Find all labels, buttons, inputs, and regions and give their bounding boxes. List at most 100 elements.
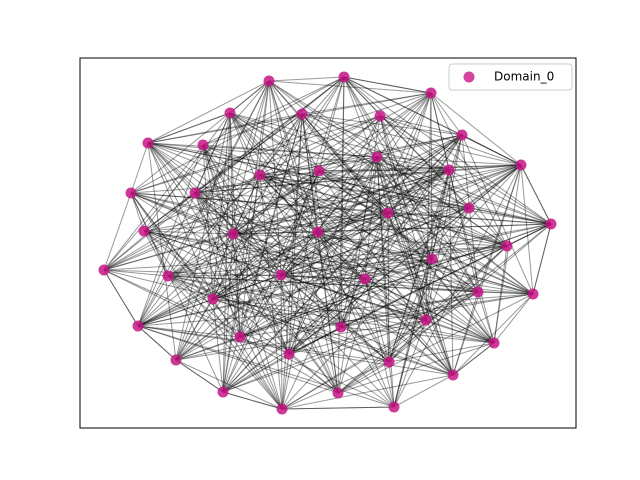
edge (167, 275, 241, 338)
edge (175, 298, 214, 361)
edge (232, 170, 320, 235)
edge (461, 134, 534, 295)
edge (194, 192, 283, 410)
edge (317, 231, 390, 363)
edge (143, 230, 395, 408)
edge (147, 142, 282, 276)
edge (137, 169, 450, 327)
edge (232, 233, 290, 355)
edge (147, 92, 432, 144)
edge (103, 269, 342, 328)
edge (194, 169, 450, 194)
edge (281, 406, 395, 410)
edge (194, 192, 495, 344)
edge (393, 164, 522, 408)
node (426, 253, 438, 265)
edge (147, 142, 433, 260)
edge (430, 92, 450, 171)
edge (281, 374, 454, 410)
edge (452, 164, 522, 376)
edge (280, 134, 463, 276)
edge (318, 169, 450, 172)
edge (222, 134, 463, 393)
edge (232, 76, 345, 235)
node (527, 288, 539, 300)
edge (425, 258, 433, 321)
edge (259, 174, 389, 214)
edge (520, 164, 534, 295)
edge (425, 207, 470, 321)
edge (343, 76, 479, 293)
edge (280, 274, 390, 363)
edge (280, 156, 378, 276)
edge (239, 293, 534, 338)
edge (137, 80, 270, 327)
edge (280, 274, 427, 321)
edge (301, 113, 534, 295)
edge (229, 112, 389, 214)
edge (340, 223, 552, 328)
edge (229, 112, 234, 235)
edge (194, 192, 534, 295)
edge (239, 169, 450, 338)
node (443, 164, 455, 176)
edge (301, 113, 389, 214)
edge (194, 192, 508, 247)
edge (379, 115, 450, 171)
edge (232, 92, 432, 235)
edge (222, 353, 290, 393)
edge (280, 92, 432, 276)
edge (175, 174, 261, 361)
edge (448, 169, 552, 225)
edge (268, 80, 339, 394)
edge (222, 174, 261, 393)
edge (340, 326, 495, 344)
edge (337, 115, 381, 394)
edge (388, 245, 508, 363)
edge (167, 275, 454, 376)
edge (379, 115, 427, 321)
edge (229, 112, 495, 344)
node (275, 269, 287, 281)
edge (212, 80, 270, 300)
edge (301, 113, 319, 233)
edge (143, 230, 282, 276)
edge (259, 174, 366, 280)
node (382, 207, 394, 219)
node (371, 151, 383, 163)
edge (167, 245, 508, 277)
edge (280, 274, 366, 280)
edge (318, 115, 381, 172)
edge (143, 192, 196, 232)
edge (137, 92, 432, 327)
edge (259, 174, 552, 225)
edge (343, 76, 454, 376)
edge (280, 207, 470, 276)
node (162, 270, 174, 282)
edge (147, 142, 454, 376)
edge (364, 278, 495, 344)
edge (137, 258, 433, 327)
edge (202, 144, 214, 300)
edge (232, 212, 389, 235)
edge (387, 212, 390, 363)
edge (301, 113, 342, 328)
edge (229, 112, 339, 394)
edge (288, 326, 342, 355)
node (276, 403, 288, 415)
edge (167, 274, 282, 277)
node (207, 293, 219, 305)
edge (376, 156, 433, 260)
edge (202, 144, 241, 338)
edge (430, 92, 479, 293)
edge (137, 325, 390, 363)
edges (103, 76, 552, 410)
edge (137, 325, 395, 408)
edge (147, 142, 470, 209)
edge (280, 274, 339, 394)
edge (175, 319, 427, 361)
edge (281, 291, 479, 410)
edge (143, 230, 534, 295)
edge (194, 115, 381, 194)
edge (194, 192, 390, 363)
